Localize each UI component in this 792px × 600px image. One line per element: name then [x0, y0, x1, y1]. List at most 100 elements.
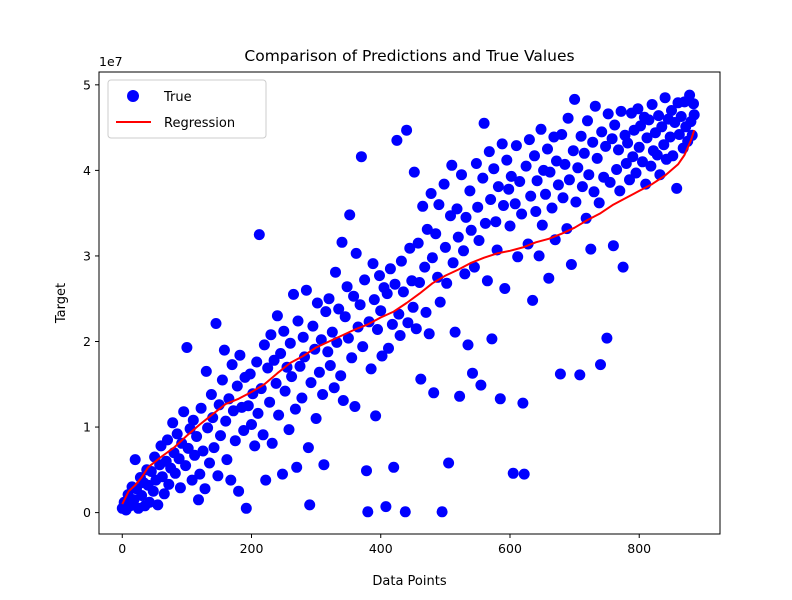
data-point — [467, 367, 478, 379]
data-point — [229, 435, 241, 447]
data-point — [633, 141, 645, 153]
data-point — [324, 360, 336, 371]
data-point — [443, 457, 455, 469]
data-point — [370, 410, 382, 422]
data-point — [465, 224, 477, 236]
data-point — [257, 429, 269, 441]
data-point — [516, 208, 528, 220]
data-point — [145, 466, 157, 477]
data-point — [535, 123, 547, 135]
data-point — [425, 188, 437, 199]
data-point — [561, 223, 573, 235]
data-point — [291, 461, 303, 473]
data-point — [302, 442, 314, 454]
data-point — [249, 440, 261, 452]
data-point — [556, 129, 568, 140]
data-point — [355, 151, 367, 163]
data-point — [496, 138, 508, 150]
data-point — [518, 468, 530, 480]
data-point — [479, 217, 491, 229]
data-point — [512, 251, 524, 263]
data-point — [666, 105, 677, 116]
data-point — [225, 474, 237, 486]
y-axis-multiplier: 1e7 — [99, 54, 123, 69]
data-point — [551, 155, 562, 167]
data-point — [529, 150, 540, 162]
data-point — [684, 89, 696, 101]
data-point — [189, 449, 201, 461]
data-point — [602, 108, 614, 120]
data-point — [563, 174, 575, 186]
data-point — [658, 139, 670, 151]
legend-label-true: True — [163, 90, 192, 105]
data-point — [173, 453, 185, 465]
data-point — [483, 146, 495, 158]
legend: True Regression — [107, 79, 267, 139]
data-point — [557, 192, 569, 204]
data-point — [233, 485, 245, 497]
data-point — [627, 151, 639, 163]
data-point — [202, 422, 214, 434]
x-axis-ticks: 0 200 400 600 800 — [118, 534, 651, 556]
data-point — [609, 119, 621, 131]
data-point — [330, 266, 341, 278]
data-point — [595, 359, 606, 371]
data-point — [186, 474, 198, 486]
data-point — [320, 306, 332, 318]
data-point — [158, 488, 170, 500]
data-point — [315, 334, 327, 346]
data-point — [488, 163, 500, 175]
data-point — [572, 162, 584, 174]
data-point — [582, 115, 593, 127]
data-point — [307, 320, 319, 332]
marks — [116, 89, 700, 518]
data-point — [268, 354, 280, 366]
data-point — [565, 259, 577, 270]
plot-area — [98, 71, 721, 535]
data-point — [624, 174, 635, 186]
data-point — [273, 409, 285, 421]
data-point — [593, 197, 605, 209]
data-point — [481, 275, 493, 287]
data-point — [402, 317, 414, 329]
data-point — [501, 154, 513, 166]
data-point — [498, 200, 509, 211]
data-point — [615, 105, 627, 117]
data-point — [454, 390, 466, 402]
data-point — [420, 306, 432, 318]
data-point — [289, 403, 301, 415]
data-point — [449, 326, 461, 338]
data-point — [283, 424, 295, 436]
data-point — [152, 499, 164, 511]
data-point — [410, 323, 422, 335]
data-point — [288, 288, 299, 300]
data-point — [531, 175, 543, 187]
data-point — [419, 261, 431, 273]
data-point — [510, 140, 522, 152]
data-point — [671, 182, 683, 194]
data-point — [156, 471, 168, 483]
data-point — [323, 293, 335, 305]
data-point — [240, 502, 252, 514]
data-point — [227, 405, 239, 417]
data-point — [460, 211, 472, 223]
data-point — [530, 206, 542, 217]
data-point — [246, 419, 257, 430]
y-tick-label: 0 — [83, 505, 91, 520]
data-point — [659, 92, 671, 104]
data-point — [394, 330, 406, 341]
data-point — [601, 332, 613, 344]
data-point — [226, 359, 238, 371]
data-point — [171, 428, 183, 440]
data-point — [569, 93, 581, 105]
data-point — [664, 131, 676, 143]
data-point — [438, 178, 450, 190]
data-point — [617, 261, 629, 273]
data-point — [478, 117, 490, 129]
data-point — [361, 465, 372, 477]
data-point — [354, 299, 366, 311]
data-point — [567, 145, 579, 157]
data-point — [310, 413, 322, 424]
data-point — [446, 159, 458, 171]
